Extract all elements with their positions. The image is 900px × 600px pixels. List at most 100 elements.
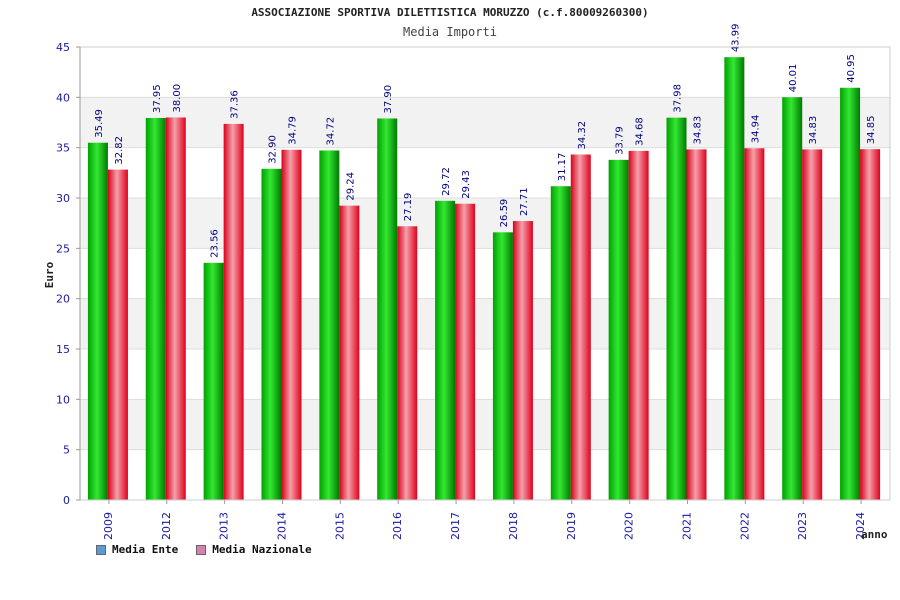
- bar-media-ente: [435, 200, 456, 500]
- grid-band: [80, 147, 890, 198]
- data-label: 40.95: [846, 54, 857, 83]
- legend-label-nazionale: Media Nazionale: [212, 543, 312, 556]
- bar-media-nazionale: [512, 221, 533, 500]
- legend: Media Ente Media Nazionale: [96, 543, 312, 556]
- grid-band: [80, 47, 890, 98]
- data-label: 23.56: [210, 229, 221, 258]
- x-tick-label: 2013: [218, 512, 231, 540]
- y-tick-label: 15: [56, 343, 70, 356]
- data-label: 43.99: [730, 24, 741, 53]
- bar-media-ente: [608, 159, 629, 500]
- data-label: 32.90: [268, 135, 279, 164]
- bar-media-nazionale: [860, 149, 881, 500]
- y-tick-label: 10: [56, 393, 70, 406]
- bar-media-ente: [724, 57, 745, 501]
- data-label: 34.72: [325, 117, 336, 146]
- x-tick-label: 2017: [449, 512, 462, 540]
- data-label: 38.00: [172, 84, 183, 113]
- data-label: 34.68: [635, 117, 646, 146]
- chart-title: ASSOCIAZIONE SPORTIVA DILETTISTICA MORUZ…: [251, 6, 649, 19]
- x-tick-label: 2021: [681, 512, 694, 540]
- data-label: 37.36: [230, 90, 241, 119]
- bar-media-ente: [87, 142, 108, 500]
- data-label: 31.17: [557, 153, 568, 182]
- legend-item-nazionale: Media Nazionale: [196, 543, 312, 556]
- x-tick-label: 2018: [507, 512, 520, 540]
- data-label: 34.32: [577, 121, 588, 150]
- grid-band: [80, 198, 890, 249]
- bar-media-nazionale: [223, 123, 244, 500]
- data-label: 35.49: [94, 109, 105, 138]
- y-tick-label: 30: [56, 192, 70, 205]
- bar-media-nazionale: [281, 149, 302, 500]
- bar-media-nazionale: [686, 149, 707, 501]
- y-tick-label: 20: [56, 293, 70, 306]
- data-label: 29.72: [441, 167, 452, 196]
- legend-item-ente: Media Ente: [96, 543, 178, 556]
- y-tick-label: 45: [56, 41, 70, 54]
- data-label: 34.83: [693, 116, 704, 145]
- x-tick-label: 2023: [796, 512, 809, 540]
- y-tick-label: 40: [56, 91, 70, 104]
- data-label: 26.59: [499, 199, 510, 228]
- x-tick-label: 2014: [276, 512, 289, 540]
- grid-band: [80, 298, 890, 349]
- data-label: 33.79: [615, 126, 626, 155]
- x-tick-label: 2012: [160, 512, 173, 540]
- data-label: 27.19: [403, 193, 414, 222]
- bar-media-nazionale: [455, 203, 476, 500]
- data-label: 34.94: [750, 115, 761, 144]
- y-tick-label: 35: [56, 142, 70, 155]
- data-label: 37.90: [383, 85, 394, 114]
- x-tick-label: 2020: [623, 512, 636, 540]
- data-label: 34.83: [808, 116, 819, 145]
- legend-swatch-ente: [96, 544, 106, 555]
- x-tick-label: 2009: [102, 512, 115, 540]
- bar-media-ente: [840, 87, 861, 501]
- data-label: 29.24: [345, 172, 356, 201]
- bar-media-ente: [145, 117, 166, 500]
- bar-media-ente: [261, 168, 282, 500]
- legend-label-ente: Media Ente: [112, 543, 179, 556]
- x-tick-label: 2015: [333, 512, 346, 540]
- bar-media-nazionale: [397, 226, 418, 500]
- bar-media-ente: [666, 117, 687, 500]
- bar-media-ente: [782, 97, 803, 500]
- bar-media-nazionale: [165, 117, 186, 500]
- data-label: 34.79: [288, 116, 299, 145]
- bar-media-nazionale: [339, 205, 360, 500]
- bar-media-ente: [203, 262, 224, 500]
- bar-media-ente: [550, 186, 571, 501]
- data-label: 37.95: [152, 84, 163, 113]
- bar-media-nazionale: [570, 154, 591, 500]
- grid-band: [80, 449, 890, 500]
- y-tick-label: 0: [63, 494, 70, 507]
- bar-media-ente: [492, 232, 513, 500]
- data-label: 27.71: [519, 187, 530, 216]
- x-tick-label: 2019: [565, 512, 578, 540]
- bar-media-nazionale: [628, 150, 649, 500]
- data-label: 37.98: [673, 84, 684, 113]
- x-tick-label: 2022: [738, 512, 751, 540]
- grid-band: [80, 349, 890, 400]
- x-tick-label: 2016: [391, 512, 404, 540]
- x-tick-label: 2024: [854, 512, 867, 540]
- bar-media-ente: [377, 118, 398, 501]
- data-label: 34.85: [866, 116, 877, 145]
- legend-swatch-nazionale: [196, 544, 207, 555]
- grid-band: [80, 399, 890, 450]
- bar-media-nazionale: [107, 169, 128, 500]
- data-label: 29.43: [461, 170, 472, 199]
- x-axis-label: anno: [861, 528, 888, 541]
- bar-media-nazionale: [744, 148, 765, 500]
- y-tick-label: 5: [63, 444, 70, 457]
- y-axis-label: Euro: [43, 261, 56, 288]
- grid-band: [80, 97, 890, 148]
- bar-media-nazionale: [802, 149, 823, 501]
- data-label: 32.82: [114, 136, 125, 165]
- grid-band: [80, 248, 890, 299]
- data-label: 40.01: [788, 64, 799, 93]
- chart-subtitle: Media Importi: [403, 25, 497, 39]
- bar-media-ente: [319, 150, 340, 500]
